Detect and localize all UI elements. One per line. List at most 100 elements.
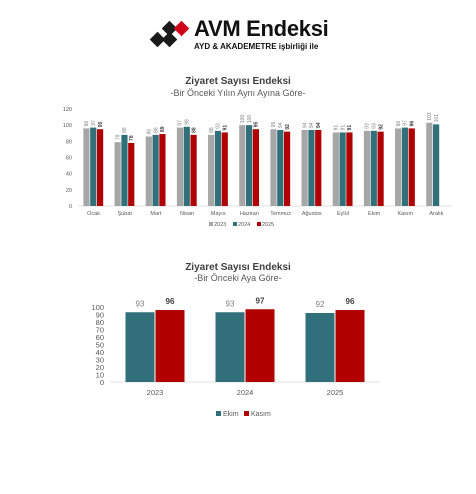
diamond-logo-icon bbox=[149, 20, 190, 48]
data-label: 98 bbox=[184, 119, 190, 125]
logo-title: AVM Endeksi bbox=[194, 16, 329, 41]
x-tick-label: Kasım bbox=[397, 211, 413, 217]
data-label: 91 bbox=[222, 125, 228, 131]
x-tick-label: Mart bbox=[150, 211, 161, 217]
data-label: 100 bbox=[247, 115, 253, 124]
data-label: 97 bbox=[91, 120, 97, 126]
bar-Ekim-2025 bbox=[305, 313, 335, 382]
data-label: 93 bbox=[136, 299, 145, 308]
brand-logo: AVM Endeksi AYD & AKADEMETRE işbirliği i… bbox=[148, 16, 329, 58]
data-label: 93 bbox=[371, 123, 377, 129]
y-tick-label: 60 bbox=[66, 156, 72, 162]
bar-2024-Mart bbox=[152, 134, 159, 206]
legend-swatch-Kasım bbox=[244, 411, 249, 416]
bar-2025-Mart bbox=[159, 134, 166, 206]
y-tick-label: 20 bbox=[96, 363, 104, 372]
data-label: 92 bbox=[378, 124, 384, 130]
data-label: 94 bbox=[302, 122, 308, 128]
bar-2023-Kasım bbox=[395, 128, 402, 206]
data-label: 93 bbox=[365, 123, 371, 129]
x-tick-label: Haziran bbox=[240, 211, 259, 217]
bar-2023-Temmuz bbox=[270, 129, 277, 206]
bar-2024-Temmuz bbox=[277, 130, 284, 206]
data-label: 92 bbox=[316, 300, 325, 309]
bar-2024-Kasım bbox=[401, 127, 409, 206]
data-label: 96 bbox=[346, 297, 355, 306]
data-label: 97 bbox=[256, 296, 265, 305]
data-label: 97 bbox=[403, 120, 409, 126]
x-tick-label: Aralık bbox=[429, 211, 443, 217]
bar-2023-Ocak bbox=[83, 128, 90, 206]
x-tick-label: 2023 bbox=[147, 388, 164, 397]
data-label: 92 bbox=[285, 124, 291, 130]
y-tick-label: 100 bbox=[91, 303, 104, 312]
bar-2024-Ekim bbox=[370, 130, 377, 206]
data-label: 88 bbox=[209, 127, 215, 133]
bar-2024-Mayıs bbox=[214, 130, 222, 206]
bar-2024-Ağustos bbox=[308, 130, 315, 206]
bar-2025-Ekim bbox=[377, 131, 384, 206]
chart1-title: Ziyaret Sayısı Endeksi bbox=[185, 76, 291, 87]
y-tick-label: 0 bbox=[69, 204, 72, 210]
bar-2023-Haziran bbox=[239, 125, 246, 206]
bar-2025-Ocak bbox=[96, 129, 104, 206]
data-label: 94 bbox=[278, 122, 284, 128]
bar-2023-Şubat bbox=[114, 142, 121, 206]
bar-2023-Ekim bbox=[363, 130, 371, 206]
bar-2023-Mart bbox=[145, 136, 152, 206]
data-label: 79 bbox=[115, 134, 121, 140]
y-tick-label: 90 bbox=[96, 311, 104, 320]
y-tick-label: 60 bbox=[96, 333, 104, 342]
x-tick-label: Ocak bbox=[87, 211, 100, 217]
data-label: 95 bbox=[271, 121, 277, 127]
bar-2025-Nisan bbox=[190, 134, 197, 206]
data-label: 86 bbox=[147, 129, 153, 135]
chart1-subtitle: -Bir Önceki Yılın Aynı Ayına Göre- bbox=[170, 88, 306, 98]
chart2-subtitle: -Bir Önceki Aya Göre- bbox=[194, 273, 282, 283]
data-label: 96 bbox=[84, 121, 90, 127]
bar-2025-Mayıs bbox=[221, 132, 228, 206]
bar-Kasım-2025 bbox=[335, 310, 365, 382]
y-tick-label: 70 bbox=[96, 326, 104, 335]
data-label: 94 bbox=[309, 122, 315, 128]
data-label: 91 bbox=[347, 125, 353, 131]
data-label: 94 bbox=[316, 122, 322, 128]
legend-swatch-Ekim bbox=[216, 411, 221, 416]
y-tick-label: 120 bbox=[63, 107, 72, 113]
bar-2024-Ocak bbox=[90, 127, 97, 206]
data-label: 93 bbox=[226, 299, 235, 308]
y-tick-label: 30 bbox=[96, 356, 104, 365]
x-tick-label: Ekim bbox=[368, 211, 381, 217]
bar-2025-Şubat bbox=[128, 142, 135, 206]
data-label: 100 bbox=[240, 115, 246, 124]
y-tick-label: 40 bbox=[96, 348, 104, 357]
y-tick-label: 0 bbox=[100, 378, 104, 387]
data-label: 91 bbox=[334, 125, 340, 131]
data-label: 89 bbox=[160, 126, 166, 132]
y-tick-label: 50 bbox=[96, 341, 104, 350]
logo-subtitle: AYD & AKADEMETRE işbirliği ile bbox=[194, 42, 319, 51]
bar-2025-Haziran bbox=[252, 129, 260, 206]
bar-2024-Aralık bbox=[433, 124, 440, 206]
legend-label-Kasım: Kasım bbox=[251, 411, 271, 418]
legend-label-2025: 2025 bbox=[262, 222, 274, 228]
data-label: 88 bbox=[153, 127, 159, 133]
x-tick-label: Ağustos bbox=[302, 211, 322, 217]
bar-2023-Nisan bbox=[176, 127, 184, 206]
data-label: 95 bbox=[254, 121, 260, 127]
bar-2024-Eylül bbox=[339, 132, 346, 206]
data-label: 96 bbox=[166, 297, 175, 306]
bar-Kasım-2024 bbox=[245, 309, 275, 382]
y-tick-label: 80 bbox=[66, 139, 72, 145]
bar-2023-Eylül bbox=[332, 132, 339, 206]
bar-Ekim-2024 bbox=[215, 312, 245, 382]
chart2-title: Ziyaret Sayısı Endeksi bbox=[185, 262, 291, 273]
data-label: 97 bbox=[178, 120, 184, 126]
data-label: 103 bbox=[427, 112, 433, 121]
legend-swatch-2024 bbox=[233, 222, 237, 226]
bar-2025-Eylül bbox=[346, 132, 353, 206]
bar-Ekim-2023 bbox=[125, 312, 155, 382]
x-tick-label: Şubat bbox=[118, 211, 133, 217]
